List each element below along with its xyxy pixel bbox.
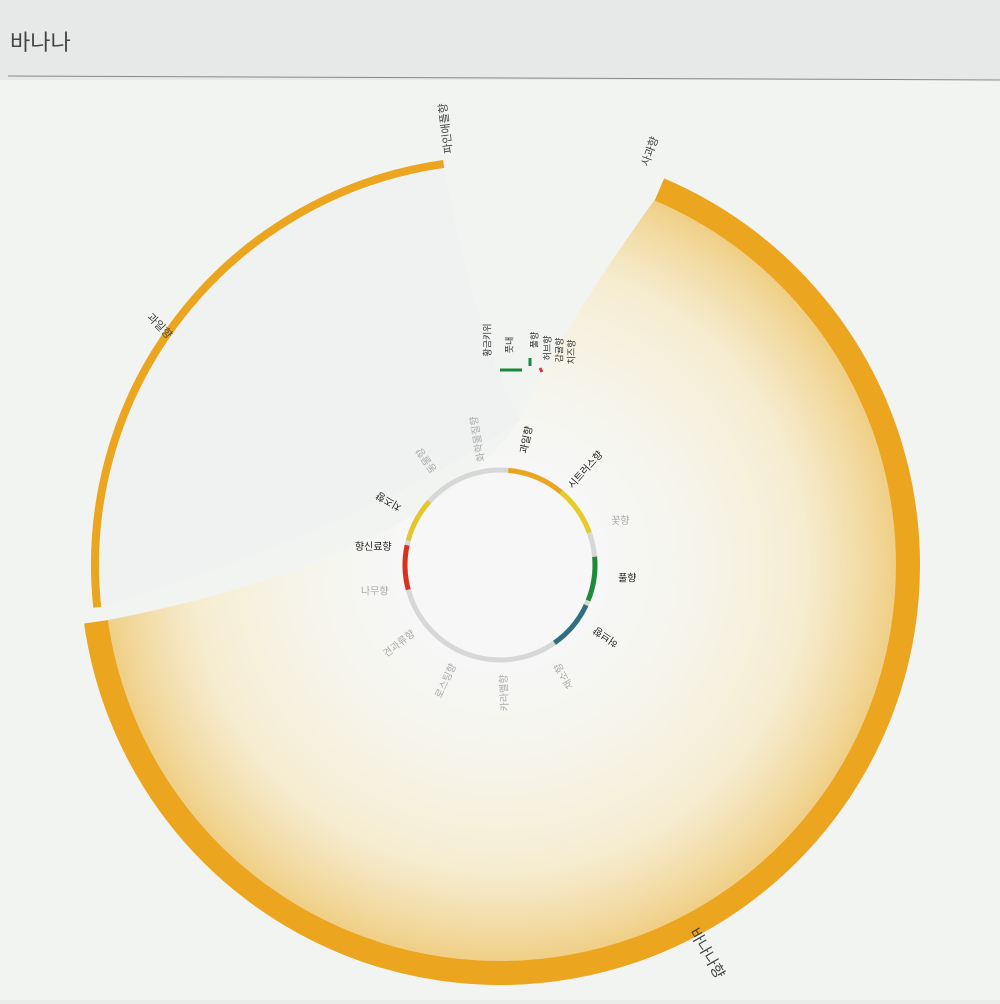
page-title: 바나나: [10, 31, 71, 56]
middle-label: 풀향: [529, 332, 541, 349]
outer-arc: [91, 159, 445, 608]
inner-segment: [585, 556, 598, 602]
inner-label: 향신료향: [355, 541, 392, 553]
ribbon: [105, 198, 899, 964]
inner-segment: [405, 499, 432, 542]
inner-segment: [508, 467, 563, 495]
inner-segment: [553, 604, 589, 645]
middle-tick: [538, 367, 544, 373]
ribbon: [99, 168, 520, 607]
inner-label: 풀향: [618, 572, 636, 584]
outer-arc: [84, 178, 920, 985]
middle-label: 풋내: [505, 337, 516, 354]
inner-label: 과일향: [518, 425, 535, 455]
header-rule: [7, 75, 1000, 81]
inner-label: 나무향: [361, 586, 389, 598]
inner-label: 카라멜향: [498, 674, 511, 711]
middle-label: 감귤향: [554, 338, 566, 363]
inner-label: 꽃향: [611, 515, 629, 527]
inner-segment: [559, 490, 592, 534]
middle-label: 허브향: [542, 336, 554, 361]
middle-label: 황금키위: [483, 323, 494, 356]
middle-label: 치즈향: [566, 340, 578, 365]
inner-segment: [402, 544, 411, 591]
outer-label: 파인애플향: [436, 102, 455, 154]
